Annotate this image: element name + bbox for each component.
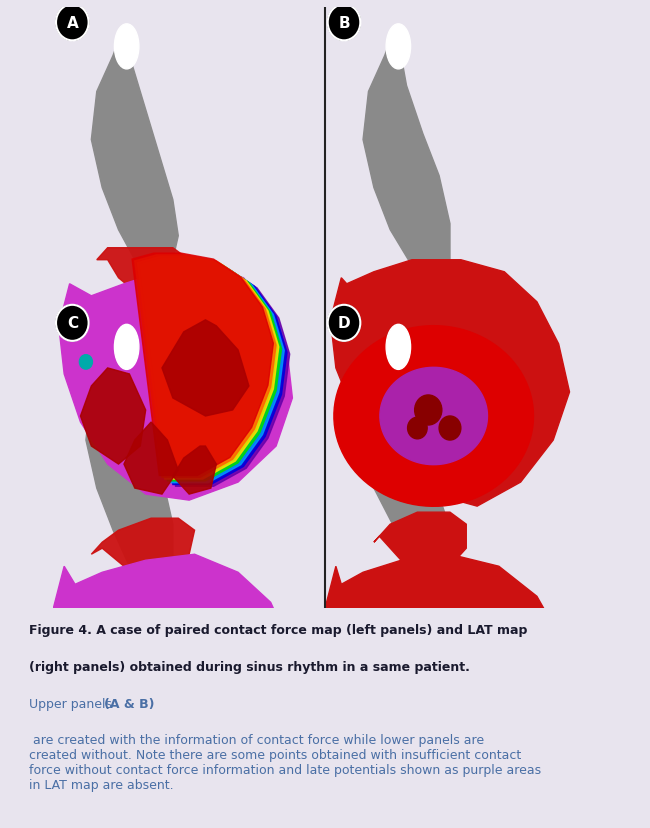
Ellipse shape [114,325,139,370]
Circle shape [439,416,461,440]
Circle shape [56,306,88,341]
Polygon shape [370,359,498,474]
Polygon shape [363,352,505,481]
Polygon shape [135,256,276,478]
Circle shape [328,5,360,41]
Polygon shape [330,260,569,507]
Polygon shape [75,657,129,747]
Polygon shape [374,513,466,573]
Polygon shape [135,699,194,777]
Polygon shape [132,254,274,476]
Polygon shape [377,365,491,468]
Polygon shape [140,259,281,481]
Polygon shape [461,740,510,806]
Text: B: B [338,16,350,31]
Polygon shape [363,699,428,777]
Circle shape [415,396,442,426]
Polygon shape [325,555,575,813]
Polygon shape [148,265,290,487]
Text: (right panels) obtained during sinus rhythm in a same patient.: (right panels) obtained during sinus rhy… [29,660,470,673]
Polygon shape [92,26,178,278]
Text: A: A [66,16,78,31]
Polygon shape [146,262,287,485]
Polygon shape [92,747,124,801]
Circle shape [56,5,88,41]
Text: (A & B): (A & B) [104,696,155,710]
Polygon shape [92,518,194,579]
Polygon shape [86,326,173,585]
Polygon shape [162,320,249,416]
Polygon shape [189,699,238,771]
Polygon shape [334,326,534,507]
Text: C: C [67,316,78,331]
Text: D: D [338,316,350,331]
Circle shape [408,417,427,440]
Polygon shape [58,267,292,500]
Polygon shape [138,258,279,479]
Circle shape [328,306,360,341]
Text: are created with the information of contact force while lower panels are
created: are created with the information of cont… [29,734,541,792]
Polygon shape [97,248,189,296]
Polygon shape [173,446,216,494]
Polygon shape [143,261,284,483]
Polygon shape [348,339,519,493]
Ellipse shape [114,25,139,70]
Ellipse shape [386,325,411,370]
Polygon shape [363,326,450,585]
Text: Figure 4. A case of paired contact force map (left panels) and LAT map: Figure 4. A case of paired contact force… [29,623,528,637]
Polygon shape [53,555,298,813]
Text: Upper panels: Upper panels [29,696,116,710]
Polygon shape [363,26,450,285]
Ellipse shape [386,25,411,70]
Polygon shape [81,368,146,465]
Polygon shape [124,422,178,494]
Polygon shape [380,368,488,465]
Polygon shape [341,333,526,500]
Circle shape [79,355,92,369]
Polygon shape [356,346,512,487]
